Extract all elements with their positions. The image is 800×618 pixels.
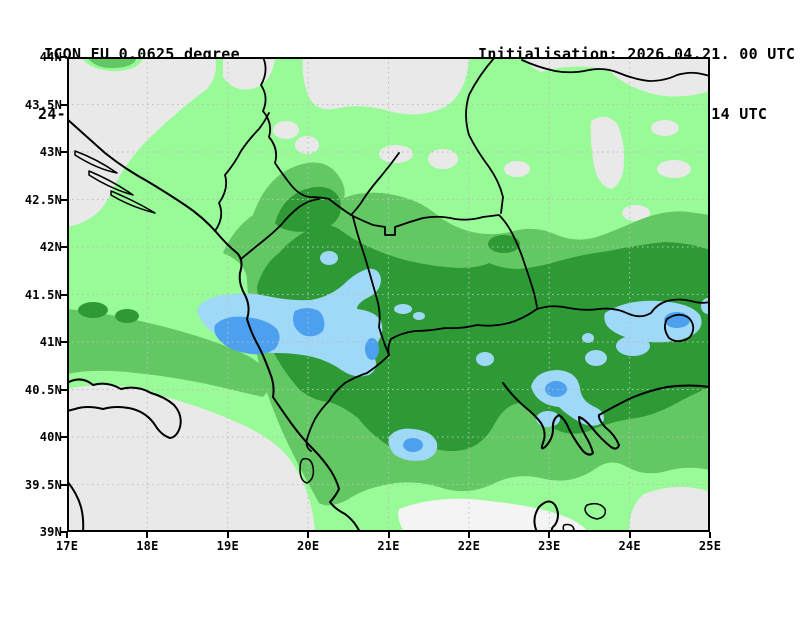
lat-label-43.5N: 43.5N	[24, 97, 62, 112]
lon-label-23E: 23E	[538, 539, 561, 553]
lon-tick	[387, 532, 390, 538]
lat-tick	[61, 483, 67, 486]
lat-label-41.5N: 41.5N	[24, 287, 62, 302]
country-borders	[214, 57, 710, 452]
lat-label-39N: 39N	[39, 525, 62, 539]
lat-tick	[61, 531, 67, 533]
lon-label-18E: 18E	[136, 539, 159, 553]
lon-label-21E: 21E	[377, 539, 400, 553]
lat-tick	[61, 198, 67, 201]
lon-tick	[548, 532, 551, 538]
lon-label-24E: 24E	[618, 539, 641, 553]
lat-tick	[61, 56, 67, 58]
lon-tick	[467, 532, 470, 538]
grid-lines	[67, 57, 710, 532]
precip-map	[67, 57, 710, 532]
lat-label-40.5N: 40.5N	[24, 382, 62, 397]
lat-label-41N: 41N	[39, 335, 62, 349]
lon-tick	[709, 532, 711, 538]
lat-tick	[61, 293, 67, 296]
lon-label-19E: 19E	[216, 539, 239, 553]
precip-regions-20-30mm	[197, 251, 710, 461]
coastlines	[67, 118, 710, 532]
lon-tick	[146, 532, 149, 538]
lon-label-25E: 25E	[698, 539, 722, 553]
lon-tick	[307, 532, 310, 538]
lat-label-40N: 40N	[39, 430, 62, 444]
precip-regions-30-50mm	[214, 308, 690, 452]
lat-tick	[61, 436, 67, 438]
lon-label-20E: 20E	[296, 539, 320, 553]
lon-tick	[226, 532, 229, 538]
lat-tick	[61, 388, 67, 391]
lon-label-22E: 22E	[457, 539, 481, 553]
lat-label-44N: 44N	[39, 50, 62, 64]
no-precip-regions	[67, 57, 710, 532]
lat-label-42.5N: 42.5N	[24, 192, 62, 207]
lat-label-42N: 42N	[39, 240, 62, 254]
lon-tick	[628, 532, 631, 538]
lon-tick	[66, 532, 68, 538]
lat-tick	[61, 341, 67, 343]
lat-tick	[61, 151, 67, 153]
map-frame	[67, 57, 710, 532]
lon-label-17E: 17E	[55, 539, 79, 553]
lat-tick	[61, 103, 67, 106]
trace-precip-region	[398, 498, 588, 532]
lat-label-39.5N: 39.5N	[24, 477, 62, 492]
lat-tick	[61, 246, 67, 248]
lat-label-43N: 43N	[39, 145, 62, 159]
